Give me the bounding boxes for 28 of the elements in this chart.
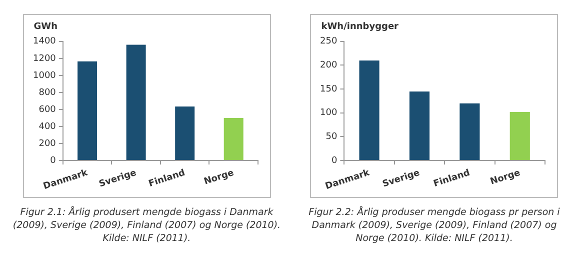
y-tick-label: 400 — [38, 122, 56, 132]
y-tick-label: 50 — [326, 132, 338, 142]
text: Figur 2.1: Årlig produsert mengde biogass i Danmark (2009), Sverige (2009), Finland (2007) og Norge (2010). Kilde: NILF (2011). — [12, 206, 282, 245]
y-axis-title: GWh — [32, 21, 58, 33]
y-tick-label: 1400 — [32, 36, 56, 47]
y-tick-label: 200 — [320, 60, 338, 71]
x-tick-label: Norge — [490, 168, 522, 188]
x-tick-label: Norge — [202, 168, 236, 188]
y-tick-label: 150 — [320, 84, 338, 94]
y-tick-label: 0 — [50, 156, 56, 166]
bar — [510, 112, 530, 160]
bar — [460, 103, 480, 160]
y-tick-label: 100 — [320, 108, 338, 118]
y-tick-label: 200 — [38, 138, 56, 149]
bar — [77, 61, 97, 160]
bar — [410, 91, 430, 160]
bar — [359, 60, 380, 160]
y-tick-label: 1200 — [32, 54, 56, 64]
y-axis-title: kWh/innbygger — [320, 21, 400, 33]
y-tick-label: 250 — [320, 36, 338, 47]
text: Figur 2.2: Årlig produser mengde biogass pr person i Danmark (2009), Sverige (2009), Finland (2007) og Norge (2010). Kilde: NILF (2011). — [308, 206, 561, 245]
y-tick-label: 1000 — [32, 70, 56, 81]
bar — [126, 44, 146, 160]
bar — [174, 106, 194, 160]
y-tick-label: 600 — [38, 104, 56, 115]
bar — [224, 118, 244, 160]
y-tick-label: 0 — [332, 156, 338, 166]
y-tick-label: 800 — [38, 88, 56, 98]
